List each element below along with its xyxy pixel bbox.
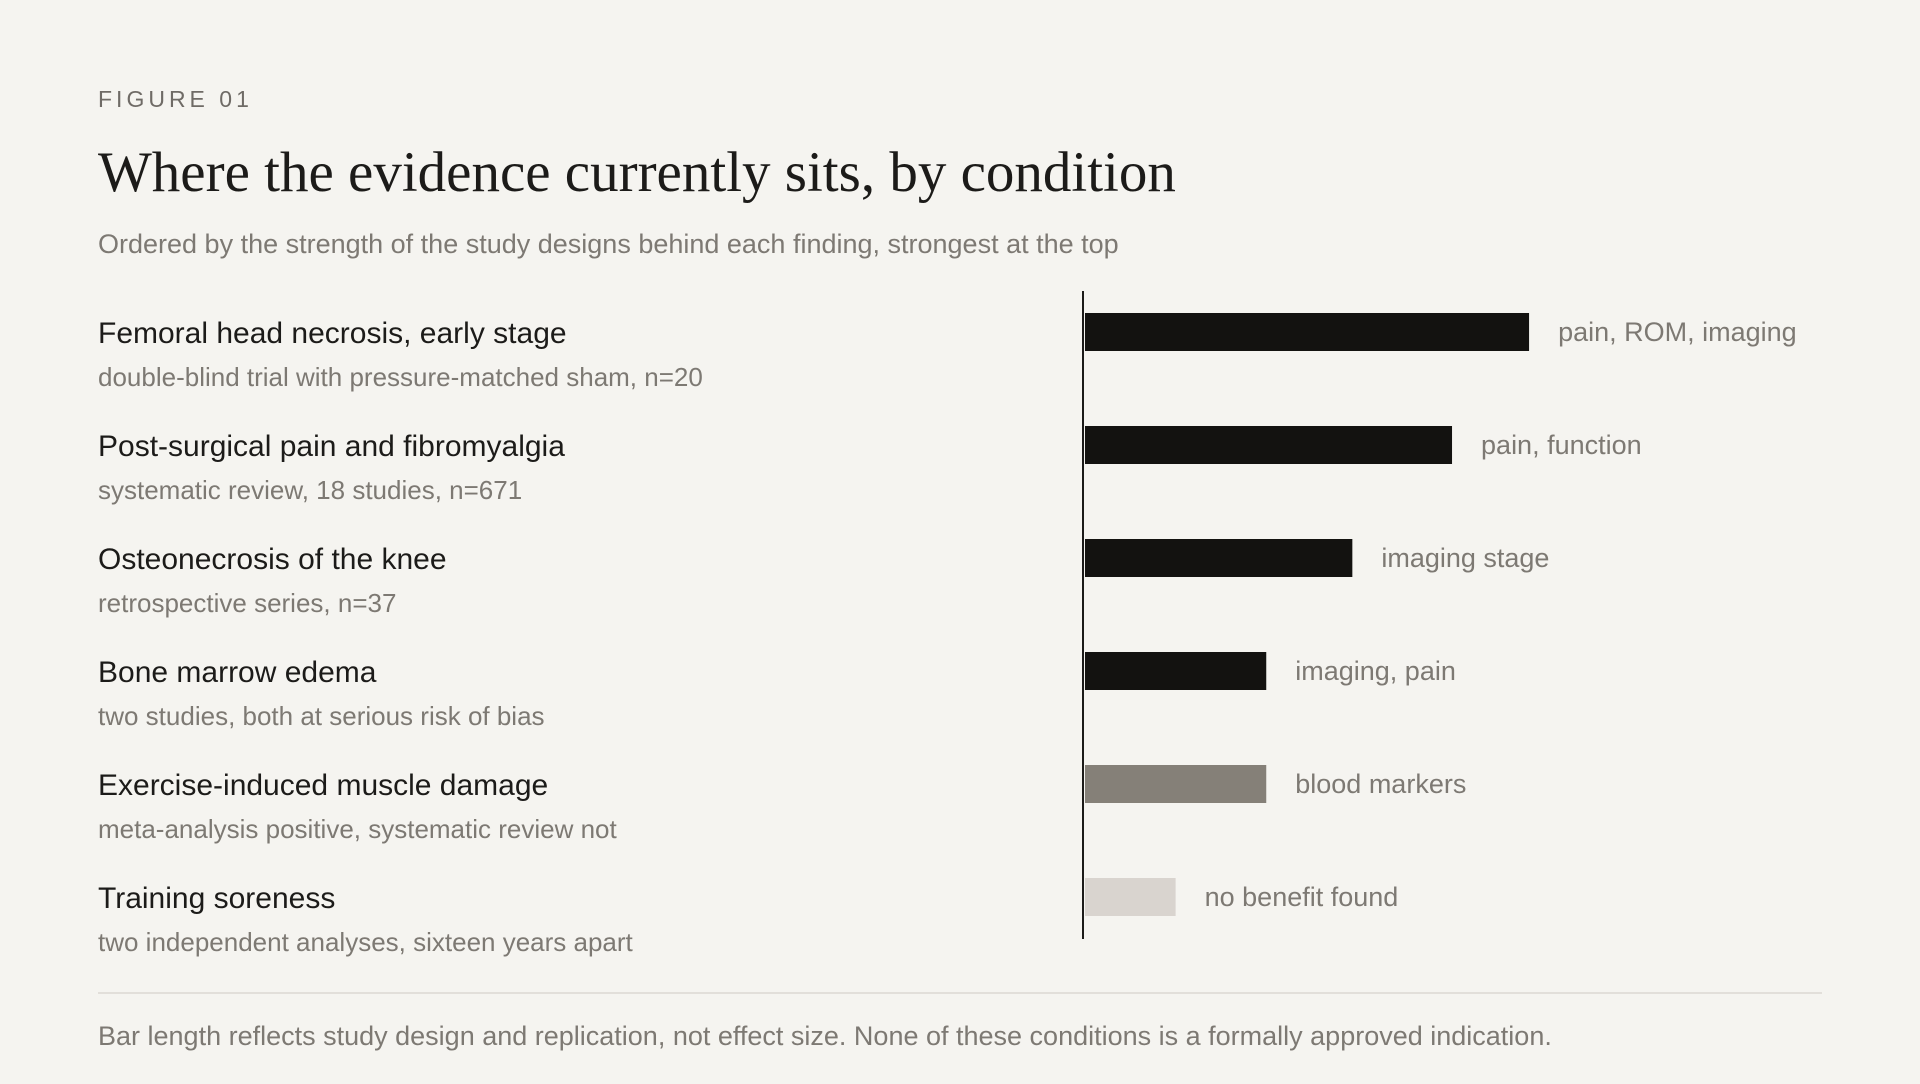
bar: [1085, 426, 1453, 464]
bar: [1085, 878, 1176, 916]
category-label: Post-surgical pain and fibromyalgia: [98, 430, 565, 463]
category-label: Osteonecrosis of the knee: [98, 543, 447, 576]
outcome-label: imaging stage: [1381, 543, 1549, 573]
category-note: systematic review, 18 studies, n=671: [98, 475, 522, 505]
bar: [1085, 765, 1267, 803]
category-label: Exercise-induced muscle damage: [98, 769, 548, 802]
outcome-label: pain, function: [1481, 430, 1642, 460]
outcome-label: blood markers: [1295, 769, 1466, 799]
footnote: Bar length reflects study design and rep…: [98, 1021, 1552, 1051]
category-note: two studies, both at serious risk of bia…: [98, 701, 545, 731]
category-label: Training soreness: [98, 882, 335, 915]
category-note: two independent analyses, sixteen years …: [98, 927, 634, 957]
chart-title: Where the evidence currently sits, by co…: [98, 141, 1176, 204]
bar: [1085, 313, 1530, 351]
category-label: Bone marrow edema: [98, 656, 377, 689]
category-note: retrospective series, n=37: [98, 588, 396, 618]
category-note: meta-analysis positive, systematic revie…: [98, 814, 618, 844]
category-note: double-blind trial with pressure-matched…: [98, 362, 703, 392]
outcome-label: pain, ROM, imaging: [1558, 317, 1797, 347]
outcome-label: no benefit found: [1205, 882, 1399, 912]
outcome-label: imaging, pain: [1295, 656, 1456, 686]
category-label: Femoral head necrosis, early stage: [98, 317, 567, 350]
bar: [1085, 652, 1267, 690]
bar: [1085, 539, 1353, 577]
chart-subtitle: Ordered by the strength of the study des…: [98, 229, 1119, 259]
eyebrow: FIGURE 01: [98, 86, 253, 112]
